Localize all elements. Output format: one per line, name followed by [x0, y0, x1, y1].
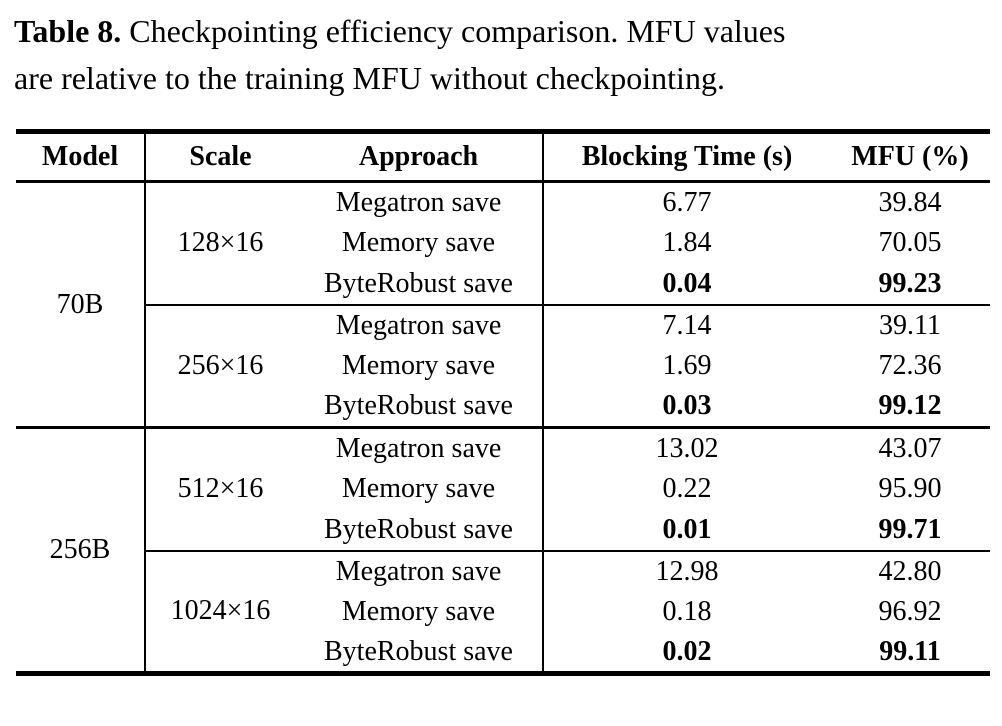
blocking-value: 0.04	[543, 263, 830, 306]
approach-cell: Memory save	[295, 345, 544, 387]
blocking-value: 0.02	[662, 635, 712, 667]
mfu-value: 42.80	[878, 555, 942, 587]
mfu-value: 99.11	[879, 635, 941, 667]
approach-cell: Memory save	[295, 591, 544, 633]
mfu-value: 39.11	[879, 309, 941, 341]
mfu-value: 72.36	[878, 350, 942, 381]
mfu-value: 70.05	[878, 227, 942, 258]
table-row: 256B 512×16 Megatron save 13.02 43.07	[16, 427, 990, 674]
mfu-value: 99.23	[830, 263, 990, 306]
table-row: ByteRobust save 0.02 99.11	[16, 632, 990, 674]
col-header-approach: Approach	[295, 131, 544, 183]
mfu-value: 96.92	[878, 596, 942, 627]
table-row: Memory save 0.22 95.90	[16, 468, 990, 510]
mfu-value: 39.84	[878, 186, 942, 218]
model-cell: 70B	[16, 181, 146, 429]
table-row: ByteRobust save 0.04 99.23	[16, 263, 990, 306]
table-row: 70B 128×16 Megatron save 6.77 39.84	[16, 181, 990, 429]
col-header-blocking: Blocking Time (s)	[543, 131, 830, 183]
scale-cell: 256×16	[145, 304, 295, 429]
blocking-value: 0.18	[662, 596, 712, 627]
table-row: Memory save 1.69 72.36	[16, 345, 990, 387]
mfu-value: 95.90	[878, 473, 942, 504]
col-header-scale: Scale	[145, 131, 295, 183]
approach-cell: Megatron save	[295, 304, 544, 346]
approach-cell: Megatron save	[295, 550, 544, 592]
table-row: 1024×16 Megatron save 12.98 42.80	[16, 550, 990, 626]
blocking-value: 0.03	[543, 386, 830, 429]
scale-cell: 1024×16	[170, 595, 271, 627]
blocking-value: 13.02	[655, 432, 719, 464]
blocking-value: 7.14	[662, 309, 712, 341]
blocking-value: 1.84	[662, 227, 712, 258]
table-row: ByteRobust save 0.03 99.12	[16, 386, 990, 429]
mfu-value: 99.71	[830, 509, 990, 552]
blocking-value: 6.77	[662, 186, 712, 218]
blocking-value: 0.22	[662, 473, 712, 504]
caption-label: Table 8.	[14, 13, 122, 49]
table-caption: Table 8. Checkpointing efficiency compar…	[14, 8, 998, 102]
approach-cell: ByteRobust save	[295, 386, 544, 429]
approach-cell: ByteRobust save	[295, 632, 544, 674]
table-row: ByteRobust save 0.01 99.71	[16, 509, 990, 552]
mfu-value: 43.07	[878, 432, 942, 464]
approach-cell: Megatron save	[295, 181, 544, 223]
scale-cell: 128×16	[145, 181, 295, 306]
checkpointing-efficiency-table: Model Scale Approach Blocking Time (s) M…	[16, 129, 990, 676]
model-cell: 256B	[16, 427, 146, 674]
blocking-value: 0.01	[543, 509, 830, 552]
table-row: Memory save 1.84 70.05	[16, 222, 990, 264]
approach-cell: Memory save	[295, 468, 544, 510]
caption-line2: are relative to the training MFU without…	[14, 60, 725, 96]
header-row: Model Scale Approach Blocking Time (s) M…	[16, 131, 990, 183]
table-row: 256×16 Megatron save 7.14 39.11	[16, 304, 990, 429]
table-row: Memory save 0.18 96.92	[16, 591, 990, 633]
approach-cell: ByteRobust save	[295, 263, 544, 306]
blocking-value: 1.69	[662, 350, 712, 381]
mfu-value: 99.12	[830, 386, 990, 429]
approach-cell: ByteRobust save	[295, 509, 544, 552]
scale-cell: 512×16	[145, 427, 295, 552]
approach-cell: Memory save	[295, 222, 544, 264]
col-header-mfu: MFU (%)	[830, 131, 990, 183]
caption-line1: Checkpointing efficiency comparison. MFU…	[129, 13, 786, 49]
blocking-value: 12.98	[655, 555, 719, 587]
col-header-model: Model	[16, 131, 146, 183]
approach-cell: Megatron save	[295, 427, 544, 469]
